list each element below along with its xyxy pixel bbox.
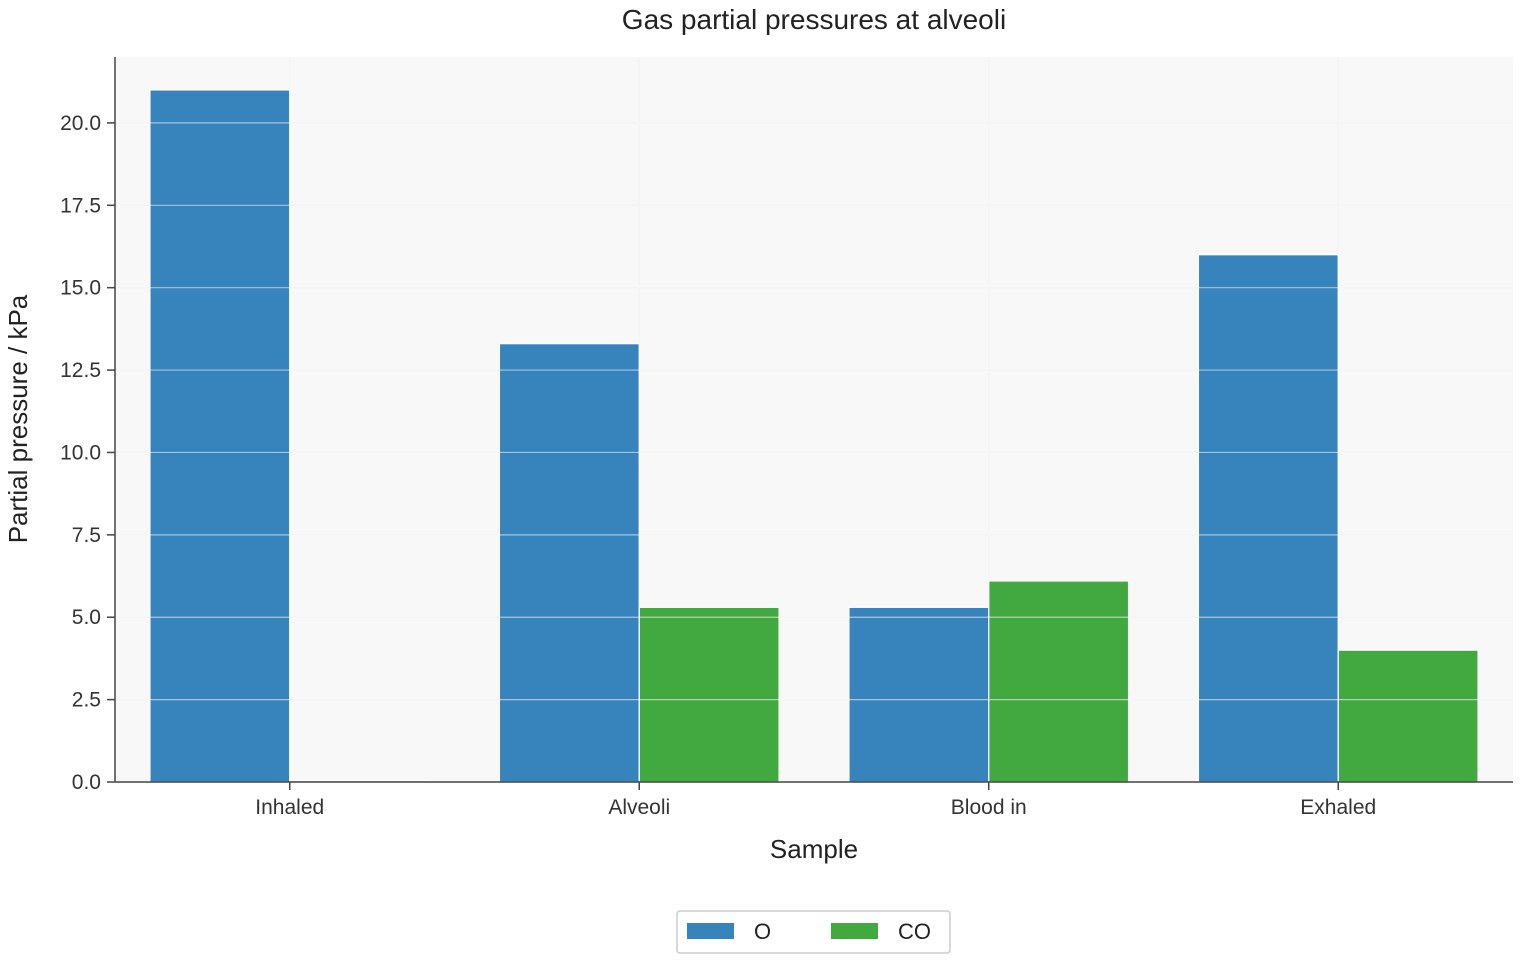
legend-swatch-co <box>831 923 878 939</box>
legend-label-o: O <box>754 919 771 944</box>
legend-swatch-o <box>687 923 734 939</box>
bar-o-exhaled <box>1197 254 1339 783</box>
chart-title: Gas partial pressures at alveoli <box>622 4 1006 35</box>
y-tick-label: 2.5 <box>72 689 101 712</box>
y-ticks: 0.0 2.5 5.0 7.5 10.0 12.5 15.0 17.5 20.0 <box>60 112 115 794</box>
bar-o-blood-in <box>848 606 990 783</box>
y-tick-label: 15.0 <box>60 277 101 300</box>
x-tick-label: Exhaled <box>1300 796 1376 819</box>
vertical-gridlines-overlay <box>115 57 1513 782</box>
x-axis-label: Sample <box>770 834 858 864</box>
x-tick-label: Blood in <box>951 796 1027 819</box>
y-tick-label: 20.0 <box>60 112 101 135</box>
y-tick-label: 7.5 <box>72 524 101 547</box>
legend: O CO <box>676 910 951 954</box>
bar-o-alveoli <box>498 343 640 783</box>
y-tick-label: 17.5 <box>60 194 101 217</box>
y-tick-label: 12.5 <box>60 359 101 382</box>
bar-o-inhaled <box>149 89 291 783</box>
x-tick-label: Inhaled <box>255 796 324 819</box>
y-tick-label: 0.0 <box>72 771 101 794</box>
y-axis-label: Partial pressure / kPa <box>3 294 33 543</box>
legend-label-co: CO <box>898 919 931 944</box>
x-ticks: Inhaled Alveoli Blood in Exhaled <box>255 782 1376 819</box>
y-tick-label: 10.0 <box>60 441 101 464</box>
y-tick-label: 5.0 <box>72 606 101 629</box>
bar-co-blood-in <box>988 580 1130 783</box>
x-tick-label: Alveoli <box>608 796 670 819</box>
bar-co-alveoli <box>638 606 780 783</box>
legend-box <box>676 910 951 954</box>
bar-co-exhaled <box>1337 649 1479 783</box>
